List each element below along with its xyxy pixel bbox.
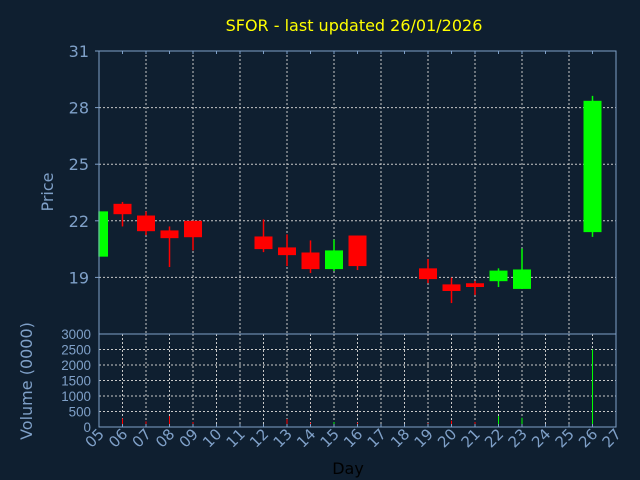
candle-26 (583, 95, 602, 237)
candle-body (442, 284, 461, 291)
candle-6 (113, 201, 132, 227)
volume-tick-label: 1500 (61, 374, 91, 389)
candle-8 (160, 226, 179, 268)
candle-19 (419, 259, 437, 284)
candle-23 (513, 248, 531, 289)
price-tick-label: 28 (69, 99, 89, 118)
candle-9 (184, 220, 202, 251)
candle-5 (98, 211, 108, 257)
candle-body (113, 203, 132, 215)
price-tick-label: 22 (69, 212, 89, 231)
volume-tick-label: 1000 (61, 389, 91, 404)
candle-14 (301, 240, 320, 274)
candle-body (254, 236, 273, 250)
candle-body (99, 211, 108, 257)
candle-13 (278, 234, 296, 267)
volume-axis-label: Volume (0000) (17, 322, 36, 440)
price-tick-label: 19 (69, 268, 89, 287)
volume-tick-label: 2000 (61, 358, 91, 373)
x-axis-label: Day (332, 459, 364, 478)
y-axis-label: Price (38, 172, 57, 211)
candle-body (466, 283, 484, 288)
candle-body (278, 247, 296, 256)
candle-16 (348, 235, 367, 271)
candle-body (419, 268, 437, 280)
volume-tick-label: 3000 (61, 327, 91, 342)
volume-tick-label: 500 (69, 405, 91, 420)
candle-20 (442, 277, 461, 304)
candle-body (325, 250, 343, 270)
candle-body (184, 220, 202, 238)
candle-12 (254, 219, 273, 253)
candle-body (513, 269, 531, 289)
candle-body (348, 235, 367, 267)
price-tick-label: 31 (69, 42, 89, 61)
candle-21 (466, 280, 484, 295)
chart-title: SFOR - last updated 26/01/2026 (226, 16, 483, 35)
candle-body (489, 270, 508, 282)
volume-tick-label: 0 (84, 420, 91, 435)
volume-tick-label: 2500 (61, 343, 91, 358)
candle-body (160, 230, 179, 239)
candle-body (583, 100, 602, 233)
candle-7 (137, 211, 155, 236)
price-tick-label: 25 (69, 155, 89, 174)
candle-body (137, 215, 155, 232)
candle-22 (489, 268, 508, 288)
candle-body (301, 252, 320, 270)
candle-15 (325, 239, 343, 271)
